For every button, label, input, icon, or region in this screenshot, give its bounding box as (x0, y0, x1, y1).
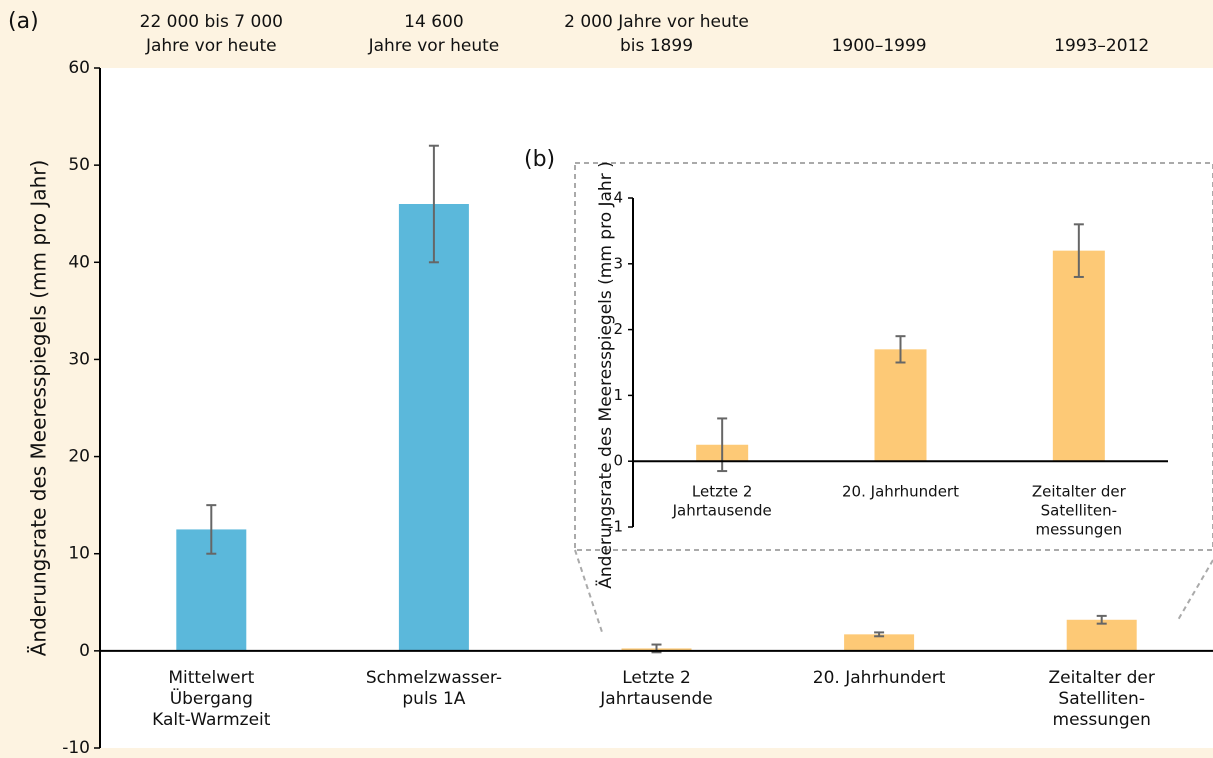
panel-label: (a) (8, 9, 39, 34)
y-tick-label: 50 (68, 155, 90, 175)
x-tick-label: messungen (1053, 710, 1151, 730)
y-tick-label: 4 (613, 189, 623, 207)
x-tick-label: Mittelwert (168, 668, 254, 688)
x-tick-label: Zeitalter der (1032, 483, 1127, 501)
bar (1052, 250, 1105, 462)
period-label: 1993–2012 (1054, 36, 1149, 56)
x-tick-label: Letzte 2 (622, 668, 691, 688)
x-tick-label: messungen (1035, 521, 1122, 539)
bar (398, 204, 469, 651)
x-tick-label: Letzte 2 (692, 483, 753, 501)
y-tick-label: 10 (68, 544, 90, 564)
bar (844, 634, 915, 651)
y-tick-label: -10 (62, 738, 90, 758)
x-tick-label: Übergang (170, 687, 253, 709)
x-tick-label: Satelliten- (1041, 502, 1117, 520)
x-tick-label: Jahrtausende (672, 502, 772, 520)
zoom-line (1177, 559, 1213, 621)
y-axis-label: Änderungsrate des Meeresspiegels (mm pro… (27, 160, 51, 657)
y-tick-label: 0 (613, 452, 623, 470)
period-label: 14 600 (404, 12, 463, 32)
x-tick-label: Zeitalter der (1048, 668, 1154, 688)
y-tick-label: -1 (608, 518, 623, 536)
period-label: bis 1899 (620, 36, 693, 56)
period-label: 2 000 Jahre vor heute (564, 12, 749, 32)
x-tick-label: 20. Jahrhundert (842, 483, 959, 501)
bar (1066, 619, 1137, 651)
period-label: Jahre vor heute (368, 36, 500, 56)
y-axis-label: Änderungsrate des Meeresspiegels (mm pro… (595, 161, 616, 588)
y-tick-label: 1 (613, 386, 623, 404)
y-tick-label: 30 (68, 349, 90, 369)
x-tick-label: puls 1A (402, 689, 465, 709)
y-tick-label: 0 (79, 641, 90, 661)
bar (874, 349, 927, 462)
panel-label: (b) (524, 147, 555, 172)
y-tick-label: 20 (68, 447, 90, 467)
y-tick-label: 3 (613, 254, 623, 272)
y-tick-label: 2 (613, 320, 623, 338)
y-tick-label: 60 (68, 58, 90, 78)
x-tick-label: Satelliten- (1058, 689, 1145, 709)
x-tick-label: Kalt-Warmzeit (152, 710, 271, 730)
period-label: 1900–1999 (832, 36, 927, 56)
period-label: Jahre vor heute (145, 36, 277, 56)
x-tick-label: Schmelzwasser- (366, 668, 502, 688)
x-tick-label: 20. Jahrhundert (813, 668, 946, 688)
period-label: 22 000 bis 7 000 (140, 12, 283, 32)
y-tick-label: 40 (68, 252, 90, 272)
x-tick-label: Jahrtausende (599, 689, 712, 709)
